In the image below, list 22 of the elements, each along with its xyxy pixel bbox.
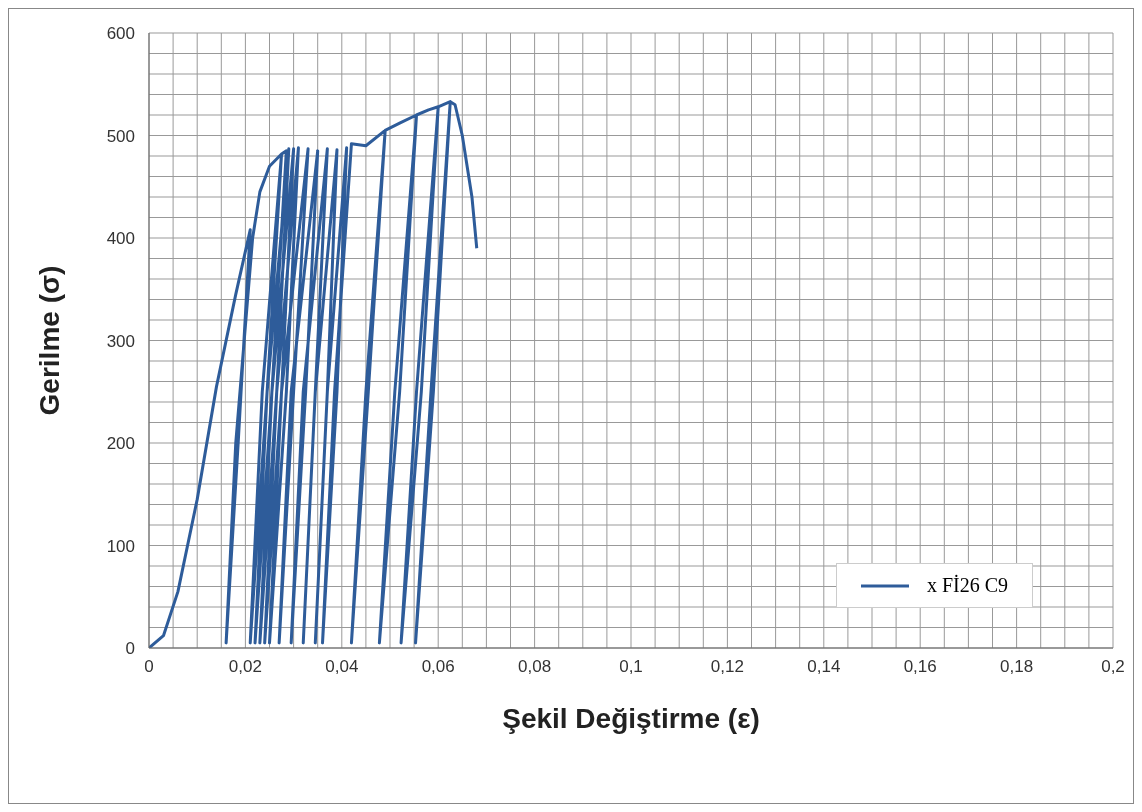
- y-tick-label: 400: [106, 229, 135, 249]
- x-tick-label: 0,02: [228, 657, 262, 677]
- x-tick-label: 0,14: [807, 657, 841, 677]
- x-tick-label: 0,2: [1101, 657, 1125, 677]
- x-tick-label: 0,18: [1000, 657, 1034, 677]
- x-tick-label: 0,12: [710, 657, 744, 677]
- y-axis-title: Gerilme (σ): [33, 265, 65, 416]
- x-axis-title: Şekil Değiştirme (ε): [502, 703, 760, 734]
- legend-label: x Fİ26 C9: [926, 574, 1008, 597]
- x-tick-label: 0: [144, 657, 154, 677]
- x-tick-label: 0,16: [903, 657, 937, 677]
- x-tick-label: 0,06: [421, 657, 455, 677]
- y-tick-label: 300: [106, 331, 135, 351]
- y-tick-label: 0: [125, 639, 135, 659]
- y-tick-label: 600: [106, 24, 135, 44]
- y-tick-label: 100: [106, 536, 135, 556]
- x-tick-label: 0,1: [619, 657, 643, 677]
- x-tick-label: 0,04: [325, 657, 359, 677]
- y-tick-label: 200: [106, 434, 135, 454]
- line-series: [149, 100, 479, 648]
- x-tick-label: 0,08: [518, 657, 552, 677]
- y-tick-label: 500: [106, 126, 135, 146]
